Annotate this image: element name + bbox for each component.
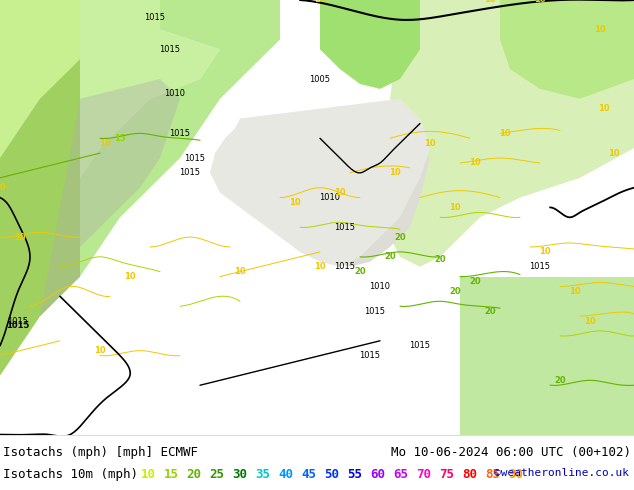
Text: 10: 10 — [141, 468, 155, 481]
Polygon shape — [0, 0, 220, 276]
Text: 10: 10 — [94, 346, 106, 355]
Text: 35: 35 — [256, 468, 271, 481]
Text: 15: 15 — [114, 134, 126, 143]
Text: 75: 75 — [439, 468, 455, 481]
Text: 55: 55 — [347, 468, 363, 481]
Text: 1015: 1015 — [529, 262, 550, 271]
Text: 10: 10 — [314, 0, 326, 4]
Text: 10: 10 — [234, 267, 246, 276]
Text: 1015: 1015 — [335, 262, 356, 271]
Polygon shape — [210, 99, 430, 267]
Text: 1015: 1015 — [8, 317, 29, 325]
Polygon shape — [40, 79, 180, 316]
Text: 20: 20 — [484, 307, 496, 316]
Text: 1015: 1015 — [359, 351, 380, 360]
Text: 10: 10 — [389, 169, 401, 177]
Text: 20: 20 — [469, 277, 481, 286]
Text: 20: 20 — [449, 287, 461, 296]
Text: 1015: 1015 — [6, 321, 30, 330]
Text: 1015: 1015 — [335, 222, 356, 232]
Text: 10: 10 — [499, 129, 511, 138]
Text: 10: 10 — [0, 183, 6, 192]
Text: 70: 70 — [417, 468, 432, 481]
Text: 10: 10 — [534, 0, 546, 4]
Text: 10: 10 — [608, 148, 620, 158]
Text: 1015: 1015 — [410, 341, 430, 350]
Text: 10: 10 — [289, 198, 301, 207]
Text: 60: 60 — [370, 468, 385, 481]
Polygon shape — [320, 0, 420, 89]
Text: 1015: 1015 — [145, 13, 165, 22]
Text: 80: 80 — [462, 468, 477, 481]
Text: 25: 25 — [209, 468, 224, 481]
Text: Isotachs 10m (mph): Isotachs 10m (mph) — [3, 468, 138, 481]
Text: 30: 30 — [233, 468, 247, 481]
Polygon shape — [390, 0, 634, 267]
Polygon shape — [460, 276, 634, 435]
Text: 50: 50 — [325, 468, 339, 481]
Text: 20: 20 — [394, 233, 406, 242]
Text: 1010: 1010 — [320, 193, 340, 202]
Text: 20: 20 — [354, 267, 366, 276]
Text: 90: 90 — [508, 468, 524, 481]
Text: 10: 10 — [424, 139, 436, 147]
Text: 1015: 1015 — [169, 129, 190, 138]
Text: 10: 10 — [99, 139, 111, 147]
Text: 65: 65 — [394, 468, 408, 481]
Polygon shape — [270, 128, 430, 267]
Text: Mo 10-06-2024 06:00 UTC (00+102): Mo 10-06-2024 06:00 UTC (00+102) — [391, 446, 631, 460]
Text: 1015: 1015 — [160, 45, 181, 54]
Text: 10: 10 — [484, 0, 496, 4]
Polygon shape — [0, 0, 80, 375]
Text: 10: 10 — [569, 287, 581, 296]
Text: 20: 20 — [186, 468, 202, 481]
Text: 45: 45 — [302, 468, 316, 481]
Text: 1010: 1010 — [164, 89, 186, 98]
Text: ©weatheronline.co.uk: ©weatheronline.co.uk — [494, 468, 629, 478]
Text: 20: 20 — [554, 376, 566, 385]
Text: 10: 10 — [594, 25, 606, 34]
Text: 10: 10 — [14, 233, 26, 242]
Text: 10: 10 — [598, 104, 610, 113]
Text: 10: 10 — [539, 247, 551, 256]
Text: 15: 15 — [164, 468, 179, 481]
Text: 20: 20 — [384, 252, 396, 261]
Text: 10: 10 — [314, 262, 326, 271]
Text: 85: 85 — [486, 468, 500, 481]
Text: 10: 10 — [449, 203, 461, 212]
Text: 20: 20 — [434, 255, 446, 264]
Text: 10: 10 — [334, 188, 346, 197]
Text: 10: 10 — [584, 317, 596, 325]
Text: 1010: 1010 — [370, 282, 391, 291]
Text: 10: 10 — [124, 272, 136, 281]
Text: 40: 40 — [278, 468, 294, 481]
Text: Isotachs (mph) [mph] ECMWF: Isotachs (mph) [mph] ECMWF — [3, 446, 198, 460]
Text: 10: 10 — [469, 158, 481, 168]
Text: 1015: 1015 — [365, 307, 385, 316]
Polygon shape — [500, 0, 634, 99]
Polygon shape — [0, 0, 80, 158]
Text: 1015: 1015 — [184, 153, 205, 163]
Text: 1005: 1005 — [309, 74, 330, 83]
Polygon shape — [0, 0, 280, 375]
Text: 1015: 1015 — [179, 169, 200, 177]
